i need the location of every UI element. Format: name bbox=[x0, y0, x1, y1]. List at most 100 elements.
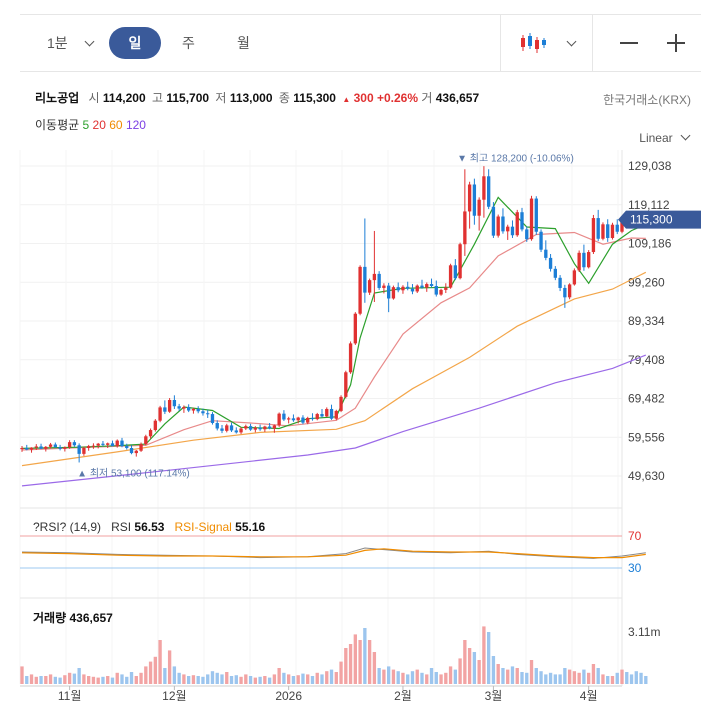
volume-value: 436,657 bbox=[435, 91, 480, 105]
volume-bar bbox=[429, 668, 434, 684]
candle-body bbox=[220, 428, 224, 431]
candle-body bbox=[77, 445, 81, 454]
zoom-in-icon[interactable] bbox=[667, 34, 685, 52]
zoom-out-icon[interactable] bbox=[620, 42, 638, 44]
candle-body bbox=[320, 414, 324, 417]
candle bbox=[87, 444, 91, 451]
candle bbox=[496, 214, 500, 238]
volume-bar bbox=[129, 672, 134, 684]
candle-type-icon[interactable] bbox=[520, 31, 546, 55]
candle-body bbox=[548, 257, 553, 269]
volume-bar bbox=[239, 676, 243, 684]
candle bbox=[277, 412, 281, 427]
volume-bar bbox=[601, 674, 605, 684]
volume-bar bbox=[87, 676, 91, 684]
candle bbox=[434, 280, 438, 297]
volume-bar bbox=[272, 674, 277, 684]
candle bbox=[177, 403, 181, 411]
candle-body bbox=[510, 226, 515, 236]
candle bbox=[444, 283, 448, 294]
candle-body bbox=[329, 408, 334, 419]
volume-bar bbox=[120, 674, 124, 684]
volume-bar bbox=[115, 672, 119, 684]
volume-bar bbox=[620, 669, 624, 684]
candle-body bbox=[458, 244, 462, 279]
candle-body bbox=[167, 399, 172, 412]
candle bbox=[129, 445, 134, 455]
candle bbox=[534, 196, 538, 235]
volume-bar bbox=[353, 634, 357, 684]
candle-body bbox=[48, 444, 53, 447]
candle bbox=[591, 214, 596, 254]
candle-body bbox=[563, 287, 567, 298]
volume-bar bbox=[348, 644, 353, 684]
volume-bar bbox=[334, 672, 338, 684]
volume-bar bbox=[448, 666, 453, 684]
candle-body bbox=[620, 219, 624, 232]
candle-body bbox=[363, 266, 367, 293]
candle-body bbox=[377, 273, 381, 288]
candle-body bbox=[58, 447, 62, 449]
volume-bar bbox=[44, 676, 48, 684]
candle bbox=[29, 447, 34, 453]
candle-body bbox=[339, 396, 343, 411]
ohlc-summary: 리노공업 시 114,200 고 115,700 저 113,000 종 115… bbox=[35, 91, 480, 105]
volume-bar bbox=[606, 676, 610, 684]
candle bbox=[101, 440, 105, 447]
candle bbox=[25, 444, 29, 451]
candle-body bbox=[344, 372, 348, 397]
candle-body bbox=[558, 277, 562, 288]
candle-body bbox=[406, 286, 410, 289]
candle-body bbox=[448, 265, 453, 288]
candle bbox=[463, 169, 467, 256]
candle-body bbox=[25, 448, 29, 450]
divider bbox=[500, 15, 501, 71]
volume-bar bbox=[306, 674, 310, 684]
candle-body bbox=[134, 450, 138, 454]
candle-body bbox=[282, 413, 286, 420]
candle bbox=[301, 415, 305, 425]
volume-bar bbox=[148, 661, 153, 684]
tab-month[interactable]: 월 bbox=[237, 35, 250, 51]
tab-week[interactable]: 주 bbox=[182, 35, 195, 51]
candle bbox=[539, 229, 543, 253]
candle-body bbox=[244, 426, 248, 429]
volume-bar bbox=[196, 676, 200, 684]
volume-bar bbox=[77, 668, 81, 684]
volume-bar bbox=[296, 675, 300, 684]
volume-bar bbox=[363, 628, 367, 684]
candle bbox=[601, 222, 605, 241]
candle bbox=[77, 443, 81, 463]
volume-bar bbox=[525, 672, 529, 684]
candle-body bbox=[387, 285, 391, 299]
volume-bar bbox=[453, 669, 457, 684]
candle bbox=[377, 271, 381, 290]
candle bbox=[144, 434, 148, 446]
candle bbox=[506, 224, 510, 240]
rsi-line bbox=[21, 547, 646, 559]
tab-day[interactable]: 일 bbox=[109, 27, 161, 59]
scale-mode-select[interactable]: Linear bbox=[639, 130, 691, 145]
candle-body bbox=[491, 206, 496, 236]
candle-body bbox=[353, 313, 357, 344]
ma20-label: 20 bbox=[92, 118, 106, 132]
low-value: 113,000 bbox=[229, 91, 273, 105]
volume-bar bbox=[625, 672, 629, 684]
volume-bar bbox=[506, 669, 510, 684]
volume-bar bbox=[415, 669, 419, 684]
candle-body bbox=[301, 417, 305, 423]
exchange-label: 한국거래소(KRX) bbox=[603, 93, 691, 107]
ma120-label: 120 bbox=[125, 118, 146, 132]
candle-body bbox=[253, 427, 257, 430]
candle bbox=[334, 409, 338, 421]
volume-bar bbox=[377, 668, 381, 684]
candle-body bbox=[567, 284, 572, 298]
volume-header: 거래량 436,657 bbox=[33, 611, 113, 625]
candle-body bbox=[444, 287, 448, 290]
candle bbox=[472, 178, 477, 225]
candle-body bbox=[334, 410, 338, 419]
interval-select[interactable]: 1분 bbox=[47, 15, 68, 71]
rsi-signal-line bbox=[21, 548, 646, 559]
candle bbox=[158, 405, 162, 423]
